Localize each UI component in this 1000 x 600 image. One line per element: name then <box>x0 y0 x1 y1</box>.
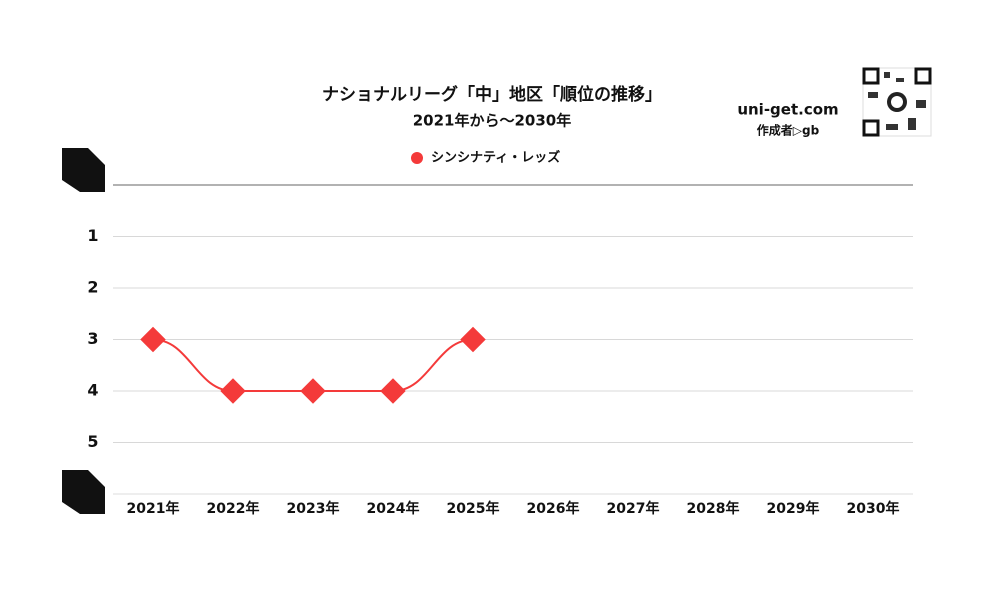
x-tick-label: 2026年 <box>527 500 580 517</box>
legend-marker <box>411 152 423 164</box>
y-tick-label: 4 <box>87 381 98 400</box>
x-tick-label: 2023年 <box>287 500 340 517</box>
chart-subtitle: 2021年から～2030年 <box>413 112 572 130</box>
x-tick-label: 2027年 <box>607 500 660 517</box>
x-tick-label: 2022年 <box>207 500 260 517</box>
qr-code <box>862 67 932 137</box>
point <box>140 326 166 353</box>
x-tick-label: 2025年 <box>447 500 500 517</box>
author: 作成者▷gb <box>757 123 820 138</box>
legend-label: シンシナティ・レッズ <box>431 150 560 166</box>
point <box>380 378 406 404</box>
chart-title: ナショナルリーグ「中」地区「順位の推移」 <box>322 84 662 105</box>
point <box>220 378 246 404</box>
point <box>460 326 486 353</box>
x-tick-label: 2029年 <box>767 500 820 517</box>
x-tick-label: 2021年 <box>127 500 180 517</box>
x-tick-label: 2030年 <box>847 500 900 517</box>
y-tick-label: 5 <box>87 432 98 451</box>
y-tick-label: 2 <box>87 278 98 297</box>
x-tick-label: 2028年 <box>687 500 740 517</box>
corner-icon <box>62 148 105 514</box>
point <box>300 378 326 404</box>
y-tick-label: 1 <box>87 226 98 245</box>
x-tick-label: 2024年 <box>367 500 420 517</box>
brand: uni-get.com <box>737 101 838 119</box>
y-tick-label: 3 <box>87 329 98 348</box>
